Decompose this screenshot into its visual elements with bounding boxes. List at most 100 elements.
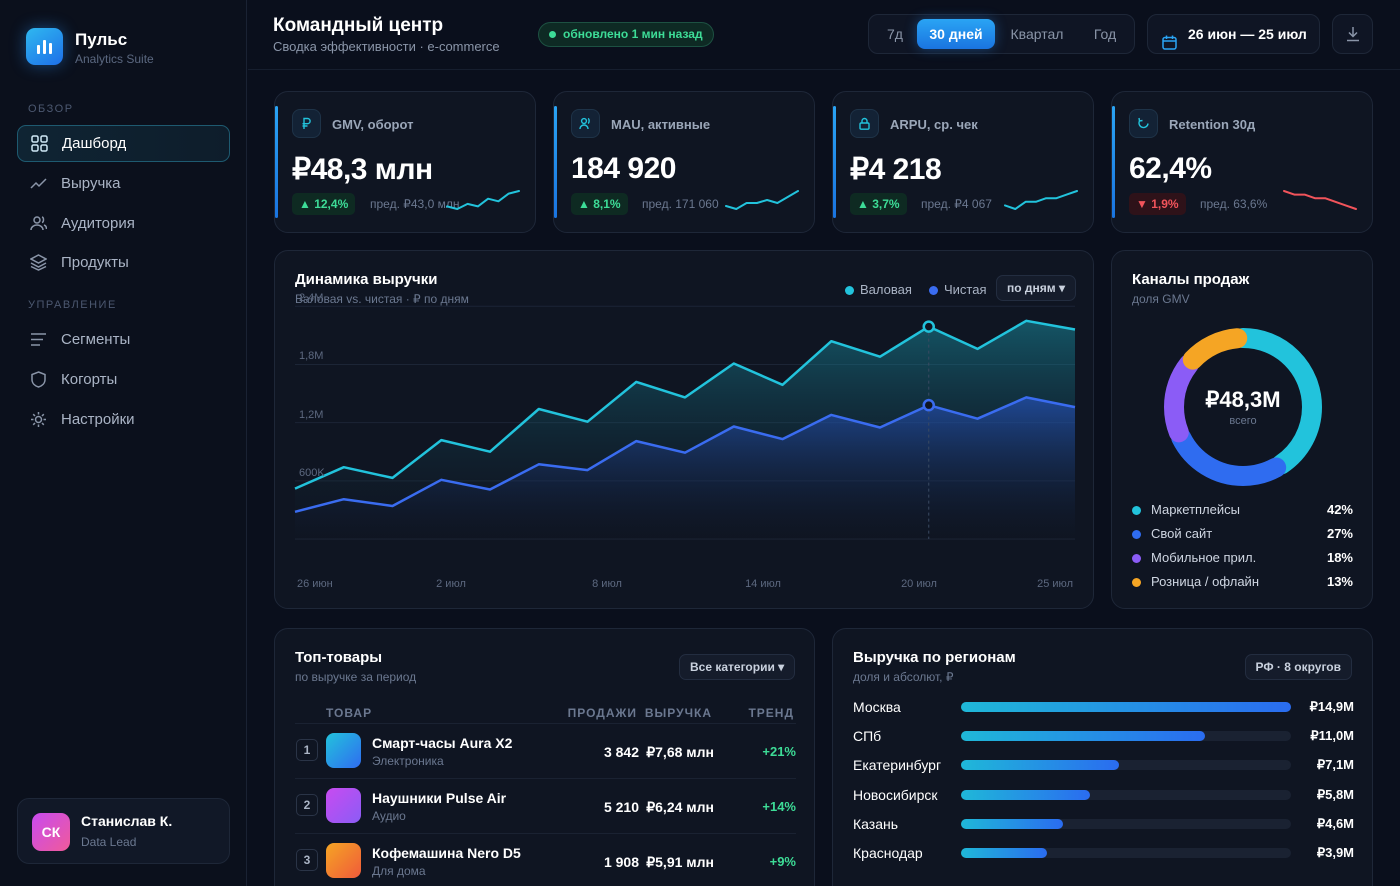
sidebar-item-dashboard[interactable]: Дашборд: [17, 125, 230, 162]
legend-gross[interactable]: Валовая: [845, 282, 912, 297]
region-name: СПб: [853, 728, 882, 745]
region-row[interactable]: Новосибирск ₽5,8M: [853, 785, 1354, 805]
region-row[interactable]: Москва ₽14,9M: [853, 697, 1354, 717]
product-thumbnail: [326, 788, 361, 823]
region-name: Краснодар: [853, 845, 923, 861]
product-revenue: ₽6,24 млн: [646, 799, 714, 815]
ruble-icon: [292, 109, 321, 138]
rank-badge: 1: [296, 739, 318, 761]
region-row[interactable]: Екатеринбург ₽7,1M: [853, 755, 1354, 775]
x-tick-label: 2 июл: [436, 578, 466, 590]
kpi-card-gmv[interactable]: GMV, оборот ₽48,3 млн ▲ 12,4% пред. ₽43,…: [274, 91, 536, 233]
user-name: Станислав К.: [81, 813, 173, 829]
kpi-card-arpu[interactable]: ARPU, ср. чек ₽4 218 ▲ 3,7% пред. ₽4 067: [832, 91, 1094, 233]
kpi-sparkline: [446, 190, 520, 210]
product-sales: 5 210: [603, 799, 639, 815]
kpi-card-mau[interactable]: MAU, активные 184 920 ▲ 8,1% пред. 171 0…: [553, 91, 815, 233]
region-bar: [961, 818, 1064, 829]
donut-slice[interactable]: [1164, 328, 1322, 486]
region-row[interactable]: Краснодар ₽3,9M: [853, 843, 1354, 863]
donut-slice[interactable]: [1164, 328, 1322, 486]
column-header-trend[interactable]: ТРЕНД: [748, 706, 794, 720]
product-category: Для дома: [372, 864, 426, 878]
period-30d[interactable]: 30 дней: [917, 19, 995, 49]
user-role: Data Lead: [81, 835, 137, 849]
region-bar-track: [961, 760, 1291, 771]
sidebar: Пульс Analytics Suite ОБЗОР Дашборд Выру…: [0, 0, 247, 886]
date-range-picker[interactable]: 26 июн — 25 июл: [1147, 14, 1320, 54]
region-value: ₽11,0M: [1310, 728, 1354, 744]
sidebar-item-revenue[interactable]: Выручка: [17, 165, 230, 202]
donut-center-label: всего: [1229, 415, 1257, 427]
kpi-label: Retention 30д: [1169, 117, 1256, 132]
region-bar: [961, 760, 1120, 771]
region-value: ₽4,6M: [1316, 815, 1354, 831]
channel-pct: 18%: [1326, 550, 1353, 565]
region-value: ₽14,9M: [1309, 699, 1354, 714]
region-row[interactable]: Казань ₽4,6M: [853, 814, 1354, 834]
card-title: Каналы продаж: [1132, 271, 1250, 288]
table-row[interactable]: 1 Смарт-часы Aura X2 Электроника 3 842 ₽…: [295, 723, 796, 778]
region-bar-track: [961, 848, 1291, 858]
period-7d[interactable]: 7д: [887, 26, 903, 42]
channel-name: Мобильное прил.: [1151, 550, 1257, 565]
gear-icon: [29, 411, 47, 429]
product-revenue: ₽5,91 млн: [646, 854, 714, 870]
shield-icon: [29, 371, 47, 389]
channel-legend-item: Мобильное прил. 18%: [1132, 550, 1353, 565]
sidebar-item-settings[interactable]: Настройки: [17, 401, 230, 438]
avatar: СК: [32, 813, 70, 851]
legend-net[interactable]: Чистая: [929, 282, 987, 297]
y-tick-label: 2,4M: [299, 292, 324, 305]
kpi-value: ₽48,3 млн: [292, 153, 433, 186]
list-icon: [29, 331, 47, 349]
x-tick-label: 26 июн: [297, 578, 333, 590]
status-badge: обновлено 1 мин назад: [538, 22, 714, 47]
sidebar-item-label: Дашборд: [62, 135, 127, 152]
highlight-point-net[interactable]: [922, 398, 935, 412]
channel-legend-item: Свой сайт 27%: [1132, 526, 1353, 541]
granularity-dropdown[interactable]: по дням ▾: [996, 275, 1077, 301]
kpi-label: GMV, оборот: [332, 117, 414, 132]
column-header-sales[interactable]: ПРОДАЖИ: [567, 706, 637, 720]
kpi-value: ₽4 218: [850, 153, 942, 186]
kpi-previous: пред. 63,6%: [1200, 197, 1268, 211]
region-name: Казань: [853, 815, 899, 832]
table-row[interactable]: 2 Наушники Pulse Air Аудио 5 210 ₽6,24 м…: [295, 778, 796, 833]
highlight-point-gross[interactable]: [922, 320, 935, 333]
product-thumbnail: [326, 843, 361, 878]
sidebar-item-label: Настройки: [61, 411, 135, 428]
channel-legend-item: Розница / офлайн 13%: [1132, 574, 1353, 589]
rank-badge: 2: [296, 794, 318, 816]
product-thumbnail: [326, 733, 361, 768]
app-name: Пульс: [75, 30, 128, 49]
y-tick-label: 1,2M: [299, 408, 324, 421]
kpi-card-retention[interactable]: Retention 30д 62,4% ▼ 1,9% пред. 63,6%: [1111, 91, 1373, 233]
region-row[interactable]: СПб ₽11,0M: [853, 726, 1354, 746]
column-header-revenue[interactable]: ВЫРУЧКА: [644, 706, 712, 720]
rank-badge: 3: [296, 849, 318, 871]
category-filter-dropdown[interactable]: Все категории ▾: [679, 654, 796, 680]
channel-name: Маркетплейсы: [1151, 502, 1240, 517]
card-title: Топ-товары: [295, 649, 383, 666]
product-sales: 1 908: [603, 854, 639, 870]
table-row[interactable]: 3 Кофемашина Nero D5 Для дома 1 908 ₽5,9…: [295, 833, 796, 886]
kpi-previous: пред. ₽43,0 млн: [370, 197, 460, 211]
region-bar: [961, 848, 1047, 858]
sidebar-item-audience[interactable]: Аудитория: [17, 205, 230, 242]
donut-slice[interactable]: [1164, 328, 1322, 486]
user-card[interactable]: СК Станислав К. Data Lead: [17, 798, 230, 864]
regions-badge[interactable]: РФ · 8 округов: [1244, 654, 1352, 680]
download-button[interactable]: [1332, 14, 1373, 54]
sidebar-item-label: Продукты: [61, 254, 129, 271]
card-title: Выручка по регионам: [853, 649, 1016, 666]
sidebar-item-segments[interactable]: Сегменты: [17, 321, 230, 358]
region-bar-track: [961, 818, 1291, 829]
period-year[interactable]: Год: [1093, 26, 1117, 42]
sidebar-item-products[interactable]: Продукты: [17, 244, 230, 281]
column-header-product[interactable]: ТОВАР: [326, 706, 373, 720]
product-trend: +14%: [762, 799, 796, 814]
period-quarter[interactable]: Квартал: [1010, 26, 1064, 42]
sidebar-item-cohorts[interactable]: Когорты: [17, 361, 230, 398]
sidebar-item-label: Выручка: [61, 175, 121, 192]
